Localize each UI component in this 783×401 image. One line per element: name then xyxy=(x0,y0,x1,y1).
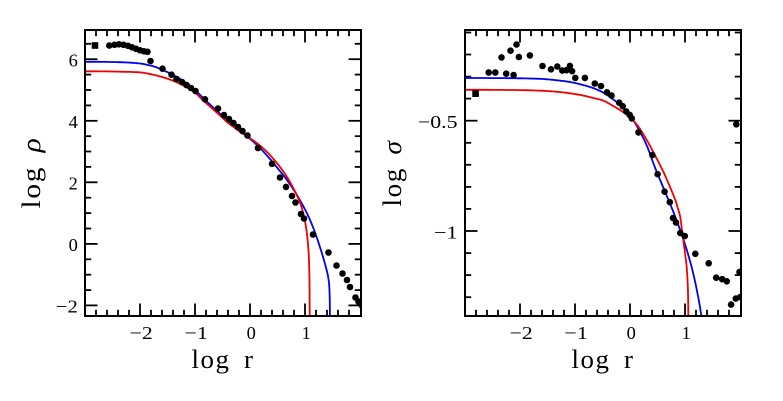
svg-text:−2: −2 xyxy=(56,297,78,317)
svg-text:0: 0 xyxy=(69,235,78,255)
svg-text:2: 2 xyxy=(69,174,78,194)
svg-text:−1: −1 xyxy=(434,222,458,242)
svg-text:−2: −2 xyxy=(510,323,533,343)
svg-text:−2: −2 xyxy=(130,323,153,343)
svg-text:−0.5: −0.5 xyxy=(418,112,458,132)
svg-text:6: 6 xyxy=(69,51,78,71)
svg-text:0: 0 xyxy=(247,323,256,343)
svg-text:logσ: logσ xyxy=(378,140,407,207)
svg-text:4: 4 xyxy=(69,112,78,132)
svg-text:1: 1 xyxy=(682,323,691,343)
svg-text:−1: −1 xyxy=(184,323,208,343)
svg-text:0: 0 xyxy=(627,323,636,343)
svg-text:1: 1 xyxy=(302,323,311,343)
svg-text:−1: −1 xyxy=(564,323,588,343)
svg-text:logρ: logρ xyxy=(17,137,46,209)
